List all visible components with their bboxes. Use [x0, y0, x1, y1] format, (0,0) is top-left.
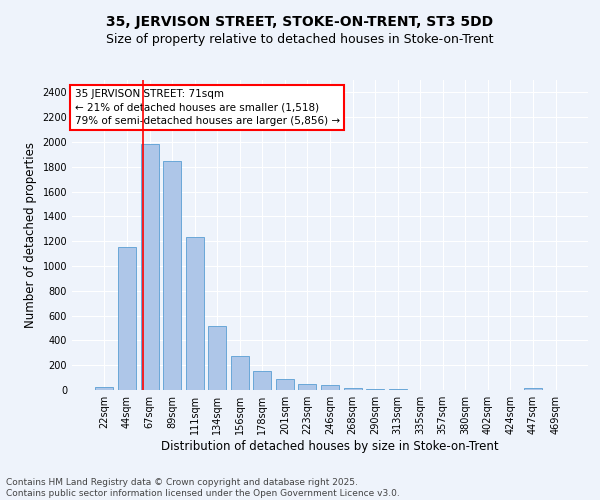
Bar: [276, 379, 294, 390]
Bar: [185, 238, 204, 390]
Bar: [344, 388, 362, 390]
Bar: [140, 144, 158, 390]
Text: 35 JERVISON STREET: 71sqm
← 21% of detached houses are smaller (1,518)
79% of se: 35 JERVISON STREET: 71sqm ← 21% of detac…: [74, 90, 340, 126]
Y-axis label: Number of detached properties: Number of detached properties: [24, 142, 37, 328]
Bar: [231, 356, 249, 390]
Bar: [524, 388, 542, 390]
Text: Contains HM Land Registry data © Crown copyright and database right 2025.
Contai: Contains HM Land Registry data © Crown c…: [6, 478, 400, 498]
Bar: [118, 248, 136, 390]
Bar: [208, 326, 226, 390]
Bar: [163, 160, 181, 390]
Text: 35, JERVISON STREET, STOKE-ON-TRENT, ST3 5DD: 35, JERVISON STREET, STOKE-ON-TRENT, ST3…: [106, 15, 494, 29]
Bar: [95, 387, 113, 390]
X-axis label: Distribution of detached houses by size in Stoke-on-Trent: Distribution of detached houses by size …: [161, 440, 499, 453]
Bar: [298, 384, 316, 390]
Bar: [253, 371, 271, 390]
Bar: [321, 385, 339, 390]
Text: Size of property relative to detached houses in Stoke-on-Trent: Size of property relative to detached ho…: [106, 32, 494, 46]
Bar: [366, 389, 384, 390]
